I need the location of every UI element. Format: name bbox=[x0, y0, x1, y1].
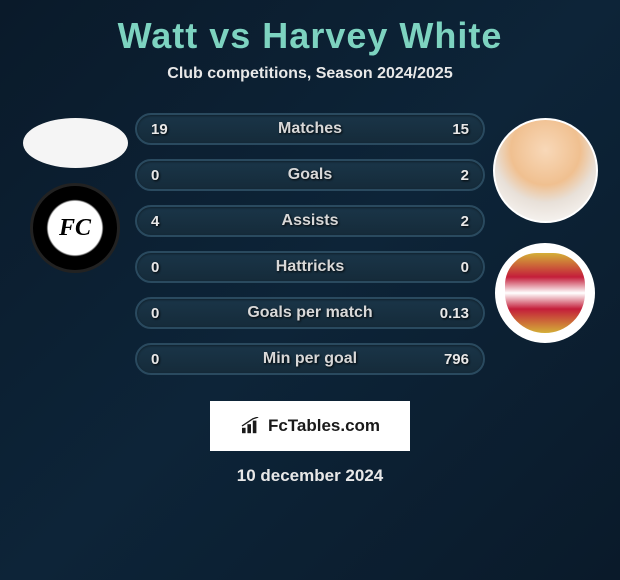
brand-box[interactable]: FcTables.com bbox=[210, 401, 410, 451]
date-text: 10 december 2024 bbox=[20, 466, 600, 486]
player-photo-right bbox=[493, 118, 598, 223]
stat-left-value: 0 bbox=[151, 259, 159, 276]
stat-left-value: 0 bbox=[151, 351, 159, 368]
stat-row-matches: 19 Matches 15 bbox=[135, 113, 485, 145]
stat-label: Matches bbox=[278, 120, 342, 138]
chart-icon bbox=[240, 417, 262, 435]
subtitle: Club competitions, Season 2024/2025 bbox=[20, 65, 600, 83]
right-column bbox=[490, 118, 600, 343]
stat-label: Goals per match bbox=[247, 304, 372, 322]
stat-right-value: 2 bbox=[461, 213, 469, 230]
stat-row-min-per-goal: 0 Min per goal 796 bbox=[135, 343, 485, 375]
stat-row-hattricks: 0 Hattricks 0 bbox=[135, 251, 485, 283]
club-badge-right-inner bbox=[505, 253, 585, 333]
stat-label: Min per goal bbox=[263, 350, 357, 368]
content-area: 19 Matches 15 0 Goals 2 4 Assists 2 0 Ha… bbox=[20, 113, 600, 389]
page-title: Watt vs Harvey White bbox=[20, 15, 600, 57]
player-photo-left bbox=[23, 118, 128, 168]
stat-right-value: 0.13 bbox=[440, 305, 469, 322]
stat-right-value: 15 bbox=[452, 121, 469, 138]
stat-row-goals: 0 Goals 2 bbox=[135, 159, 485, 191]
stat-left-value: 0 bbox=[151, 305, 159, 322]
stat-label: Assists bbox=[282, 212, 339, 230]
stat-left-value: 0 bbox=[151, 167, 159, 184]
stat-label: Goals bbox=[288, 166, 332, 184]
stat-left-value: 19 bbox=[151, 121, 168, 138]
stat-right-value: 796 bbox=[444, 351, 469, 368]
stat-row-goals-per-match: 0 Goals per match 0.13 bbox=[135, 297, 485, 329]
stat-label: Hattricks bbox=[276, 258, 344, 276]
stat-right-value: 2 bbox=[461, 167, 469, 184]
stats-column: 19 Matches 15 0 Goals 2 4 Assists 2 0 Ha… bbox=[130, 113, 490, 389]
stat-left-value: 4 bbox=[151, 213, 159, 230]
club-badge-right bbox=[495, 243, 595, 343]
left-column bbox=[20, 118, 130, 273]
stat-row-assists: 4 Assists 2 bbox=[135, 205, 485, 237]
stat-right-value: 0 bbox=[461, 259, 469, 276]
comparison-card: Watt vs Harvey White Club competitions, … bbox=[0, 0, 620, 496]
club-badge-left bbox=[30, 183, 120, 273]
brand-text: FcTables.com bbox=[268, 416, 380, 436]
